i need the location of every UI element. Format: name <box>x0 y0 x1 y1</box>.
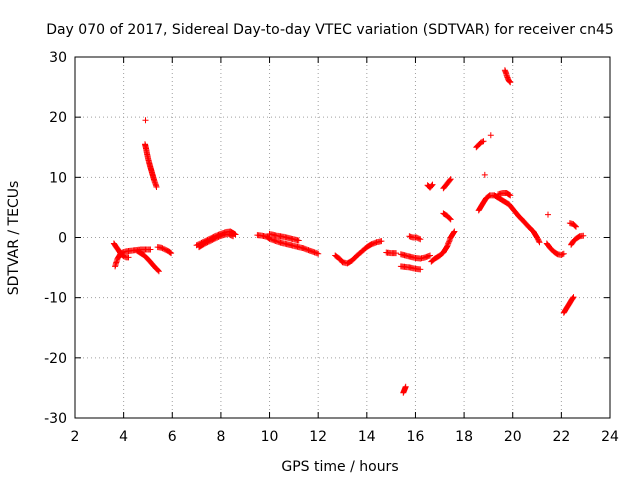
x-tick-label: 24 <box>601 429 619 445</box>
x-tick-label: 12 <box>309 429 327 445</box>
x-tick-label: 6 <box>168 429 177 445</box>
x-tick-label: 18 <box>455 429 473 445</box>
y-tick-label: -30 <box>44 411 67 427</box>
y-tick-label: 0 <box>58 231 67 247</box>
y-tick-label: 10 <box>49 170 67 186</box>
y-tick-label: -10 <box>44 291 67 307</box>
y-tick-label: 20 <box>49 110 67 126</box>
y-axis-label: SDTVAR / TECUs <box>6 181 22 296</box>
chart-title: Day 070 of 2017, Sidereal Day-to-day VTE… <box>46 22 614 38</box>
x-tick-label: 8 <box>216 429 225 445</box>
data-point-markers <box>110 67 587 396</box>
y-tick-label: -20 <box>44 351 67 367</box>
data-points <box>110 67 587 396</box>
x-tick-label: 14 <box>358 429 376 445</box>
x-tick-label: 4 <box>119 429 128 445</box>
x-axis-label: GPS time / hours <box>281 459 398 475</box>
grid-lines <box>75 57 610 418</box>
x-tick-label: 22 <box>552 429 570 445</box>
x-tick-label: 10 <box>261 429 279 445</box>
x-tick-label: 20 <box>504 429 522 445</box>
y-tick-label: 30 <box>49 50 67 66</box>
x-tick-label: 16 <box>407 429 425 445</box>
x-tick-label: 2 <box>71 429 80 445</box>
